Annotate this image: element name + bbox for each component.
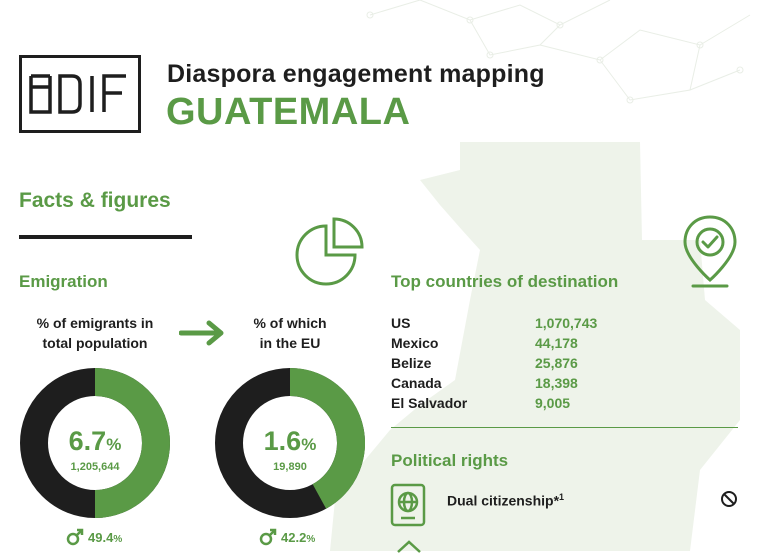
emigrants-donut	[20, 368, 170, 518]
emigrants-percent-sign: %	[106, 435, 122, 454]
section-title: Facts & figures	[19, 189, 171, 212]
emigrants-caption-line2: total population	[42, 335, 148, 351]
destinations-heading: Top countries of destination	[391, 272, 619, 291]
pie-chart-icon	[295, 217, 364, 286]
emigrants-male-percent: 49.4	[88, 529, 114, 545]
destination-country: El Salvador	[391, 395, 468, 411]
destination-country: US	[391, 315, 411, 331]
eu-percent: 1.6	[263, 426, 302, 456]
emigrants-donut-label: 6.7% 1,205,644	[20, 426, 170, 473]
eudif-logo-mark	[29, 74, 126, 114]
emigrants-percent: 6.7	[68, 426, 107, 456]
donut-fill-arc	[94, 368, 170, 518]
destination-value: 18,398	[535, 375, 578, 391]
table-row: Belize 25,876	[391, 353, 597, 373]
eu-percent-sign: %	[301, 435, 317, 454]
eu-male-percent: 42.2	[281, 529, 307, 545]
destinations-table: US 1,070,743 Mexico 44,178 Belize 25,876…	[391, 313, 597, 413]
footnote-marker: 1	[559, 492, 565, 502]
destination-value: 1,070,743	[535, 315, 598, 331]
arrow-right-icon	[179, 320, 224, 346]
male-symbol-icon	[259, 528, 277, 546]
eu-male-sign: %	[306, 533, 316, 545]
prohibited-icon	[721, 491, 737, 507]
destinations-divider	[391, 427, 738, 428]
emigrants-caption: % of emigrants in total population	[20, 313, 170, 353]
destination-country: Canada	[391, 375, 442, 391]
destination-country: Mexico	[391, 335, 439, 351]
table-row: El Salvador 9,005	[391, 393, 597, 413]
emigrants-male-sign: %	[113, 533, 123, 545]
eu-male-share: 42.2%	[259, 528, 315, 546]
emigrants-male-share: 49.4%	[66, 528, 122, 546]
location-check-icon	[683, 215, 737, 288]
eu-caption: % of which in the EU	[220, 313, 360, 353]
guatemala-map-shape	[330, 142, 740, 551]
destination-value: 25,876	[535, 355, 578, 371]
ballot-icon	[397, 540, 421, 553]
eu-donut-label: 1.6% 19,890	[215, 426, 365, 473]
country-name: GUATEMALA	[166, 91, 411, 133]
male-symbol-icon	[66, 528, 84, 546]
eudif-logo	[19, 55, 141, 133]
table-row: Canada 18,398	[391, 373, 597, 393]
destination-value: 44,178	[535, 335, 578, 351]
eu-donut	[215, 368, 365, 518]
destination-country: Belize	[391, 355, 432, 371]
section-divider	[19, 235, 192, 239]
political-rights-heading: Political rights	[391, 451, 509, 470]
emigrants-caption-line1: % of emigrants in	[36, 315, 154, 331]
passport-globe-icon	[390, 483, 426, 527]
eu-count: 19,890	[273, 461, 307, 473]
destination-value: 9,005	[535, 395, 571, 411]
emigration-heading: Emigration	[19, 272, 108, 291]
eu-caption-line1: % of which	[253, 315, 327, 331]
table-row: US 1,070,743	[391, 313, 597, 333]
emigrants-count: 1,205,644	[70, 461, 120, 473]
dual-citizenship-text: Dual citizenship*	[447, 492, 560, 509]
network-pattern	[366, 0, 751, 104]
dual-citizenship-label: Dual citizenship*1	[447, 492, 564, 509]
table-row: Mexico 44,178	[391, 333, 597, 353]
donut-fill-arc	[289, 368, 365, 509]
eu-caption-line2: in the EU	[259, 335, 321, 351]
document-title: Diaspora engagement mapping	[167, 60, 545, 88]
